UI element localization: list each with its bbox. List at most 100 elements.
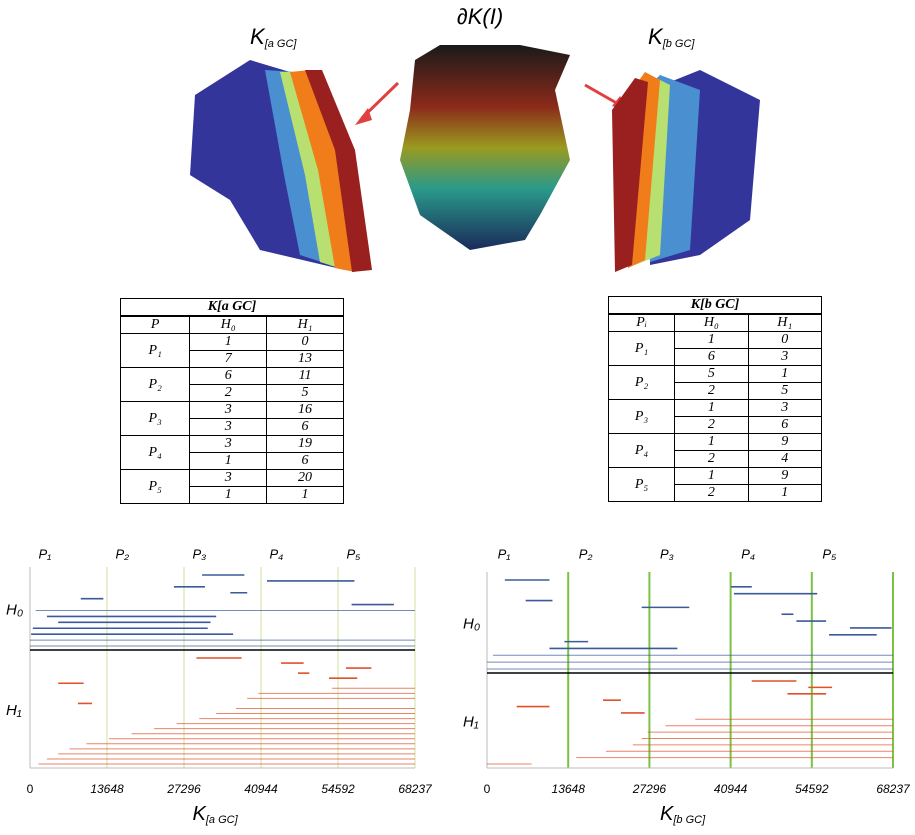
table-value: 1 [190, 334, 267, 351]
section-label: P₃ [193, 546, 207, 561]
label-sub: [b GC] [672, 814, 706, 826]
table-value: 5 [748, 383, 821, 400]
left-label: K[a GC] [250, 24, 297, 50]
table-header: H₀ [190, 316, 267, 334]
x-tick-label: 27296 [632, 782, 667, 796]
row-label: P₁ [609, 332, 675, 366]
table-value: 2 [675, 417, 748, 434]
section-label: P₅ [347, 546, 362, 561]
table-value: 16 [267, 402, 344, 419]
x-tick-label: 0 [27, 782, 34, 796]
table-value: 3 [190, 436, 267, 453]
x-tick-label: 68237 [876, 782, 911, 796]
row-label: P₃ [121, 402, 190, 436]
right-label: K[b GC] [648, 24, 695, 50]
section-label: P₃ [660, 546, 674, 561]
section-label: P₄ [270, 546, 284, 561]
table-value: 1 [675, 468, 748, 485]
label-main: K [250, 24, 266, 49]
row-label: P₄ [609, 434, 675, 468]
page: {"figure": {"title": "∂K(I)", "left_labe… [0, 0, 915, 835]
label-sub: [a GC] [205, 814, 239, 826]
table-value: 2 [190, 385, 267, 402]
row-label: P₅ [121, 470, 190, 504]
row-label: P₂ [121, 368, 190, 402]
table-value: 9 [748, 468, 821, 485]
section-label: P₂ [579, 546, 593, 561]
series-label: H₀ [6, 601, 23, 618]
x-tick-label: 68237 [398, 782, 433, 796]
table-value: 1 [748, 485, 821, 502]
table-value: 9 [748, 434, 821, 451]
table-value: 0 [267, 334, 344, 351]
table-value: 1 [190, 453, 267, 470]
table-header: H₀ [675, 314, 748, 332]
x-tick-label: 13648 [552, 782, 586, 796]
table-value: 20 [267, 470, 344, 487]
table-row: PᵢH₀H₁ [609, 314, 822, 332]
x-tick-label: 40944 [244, 782, 278, 796]
table-value: 0 [748, 332, 821, 349]
section-label: P₁ [498, 546, 511, 561]
table-value: 1 [675, 400, 748, 417]
right-model [612, 70, 760, 272]
table-value: 3 [190, 470, 267, 487]
table-value: 6 [748, 417, 821, 434]
table-value: 13 [267, 351, 344, 368]
table-header: P [121, 316, 190, 334]
table-row: K[b GC] [609, 297, 822, 315]
table-value: 1 [675, 434, 748, 451]
x-tick-label: 54592 [795, 782, 829, 796]
table-value: 4 [748, 451, 821, 468]
table: K[b GC]PᵢH₀H₁P₁1063P₂5125P₃1326P₄1924P₅1… [608, 296, 822, 502]
x-axis-label: K[b GC] [660, 803, 706, 826]
row-label: P₃ [609, 400, 675, 434]
figure-title: ∂K(I) [457, 4, 503, 29]
section-label: P₄ [741, 546, 755, 561]
table-value: 6 [190, 368, 267, 385]
table-title: K[b GC] [609, 297, 822, 315]
x-tick-label: 54592 [321, 782, 355, 796]
label-sub: [b GC] [662, 38, 696, 50]
label-sub: [a GC] [264, 38, 298, 50]
center-model [400, 45, 570, 250]
left-model [190, 60, 372, 272]
table-value: 2 [675, 383, 748, 400]
x-tick-label: 40944 [714, 782, 748, 796]
label-main: K [648, 24, 664, 49]
table-value: 3 [190, 419, 267, 436]
section-label: P₅ [822, 546, 837, 561]
table-value: 2 [675, 451, 748, 468]
row-label: P₄ [121, 436, 190, 470]
row-label: P₂ [609, 366, 675, 400]
table-value: 1 [190, 487, 267, 504]
table-value: 6 [675, 349, 748, 366]
x-tick-label: 13648 [90, 782, 124, 796]
table-value: 11 [267, 368, 344, 385]
table-value: 6 [267, 419, 344, 436]
row-label: P₁ [121, 334, 190, 368]
table-value: 6 [267, 453, 344, 470]
series-label: H₁ [463, 713, 479, 730]
table-value: 5 [675, 366, 748, 383]
table-value: 2 [675, 485, 748, 502]
table-value: 3 [190, 402, 267, 419]
section-label: P₁ [39, 546, 52, 561]
table-row: P₁10 [121, 334, 344, 351]
row-label: P₅ [609, 468, 675, 502]
table-value: 5 [267, 385, 344, 402]
table-row: K[a GC] [121, 299, 344, 317]
table-value: 1 [267, 487, 344, 504]
x-tick-label: 0 [484, 782, 491, 796]
table-value: 19 [267, 436, 344, 453]
